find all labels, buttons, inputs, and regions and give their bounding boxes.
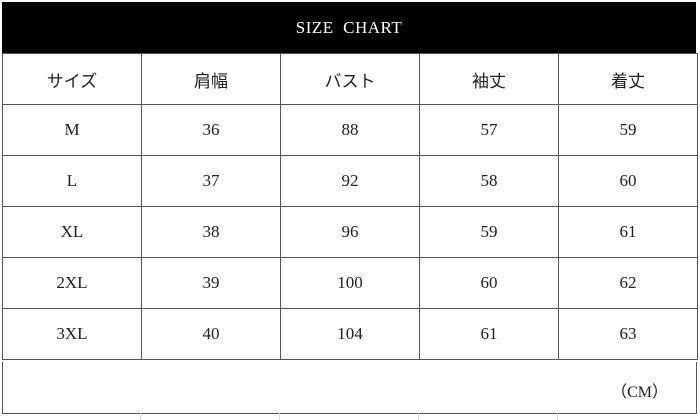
table-row: L 37 92 58 60 bbox=[2, 155, 698, 207]
table-cell: 2XL bbox=[2, 257, 142, 309]
divider bbox=[140, 413, 141, 420]
divider bbox=[279, 413, 280, 420]
table-row: 2XL 39 100 60 62 bbox=[2, 257, 698, 309]
header-cell: 肩幅 bbox=[141, 53, 281, 105]
table-cell: 88 bbox=[280, 104, 420, 156]
table-cell: 104 bbox=[280, 308, 420, 360]
table-cell: XL bbox=[2, 206, 142, 258]
unit-label: （CM） bbox=[611, 384, 668, 401]
chart-title: SIZE CHART bbox=[2, 2, 696, 53]
table-cell: 36 bbox=[141, 104, 281, 156]
header-cell: サイズ bbox=[2, 53, 142, 105]
table-cell: 62 bbox=[558, 257, 698, 309]
table-cell: 59 bbox=[419, 206, 559, 258]
table-cell: 60 bbox=[419, 257, 559, 309]
table-cell: L bbox=[2, 155, 142, 207]
table-cell: 38 bbox=[141, 206, 281, 258]
table-cell: 63 bbox=[558, 308, 698, 360]
table-row: XL 38 96 59 61 bbox=[2, 206, 698, 258]
divider bbox=[557, 413, 558, 420]
table-cell: 40 bbox=[141, 308, 281, 360]
header-cell: バスト bbox=[280, 53, 420, 105]
header-cell: 袖丈 bbox=[419, 53, 559, 105]
divider bbox=[418, 413, 419, 420]
table-cell: 3XL bbox=[2, 308, 142, 360]
table-cell: 37 bbox=[141, 155, 281, 207]
table-cell: 96 bbox=[280, 206, 420, 258]
table-row: 3XL 40 104 61 63 bbox=[2, 308, 698, 360]
table-cell: 39 bbox=[141, 257, 281, 309]
header-cell: 着丈 bbox=[558, 53, 698, 105]
header-row: サイズ 肩幅 バスト 袖丈 着丈 bbox=[2, 53, 698, 105]
table-cell: M bbox=[2, 104, 142, 156]
table-row: M 36 88 57 59 bbox=[2, 104, 698, 156]
table-cell: 58 bbox=[419, 155, 559, 207]
table-cell: 100 bbox=[280, 257, 420, 309]
table-cell: 57 bbox=[419, 104, 559, 156]
size-table: サイズ 肩幅 バスト 袖丈 着丈 M 36 88 57 59 L 37 92 5… bbox=[2, 53, 698, 360]
table-cell: 60 bbox=[558, 155, 698, 207]
table-cell: 61 bbox=[558, 206, 698, 258]
table-cell: 92 bbox=[280, 155, 420, 207]
table-cell: 61 bbox=[419, 308, 559, 360]
unit-row: （CM） bbox=[2, 362, 697, 414]
table-cell: 59 bbox=[558, 104, 698, 156]
